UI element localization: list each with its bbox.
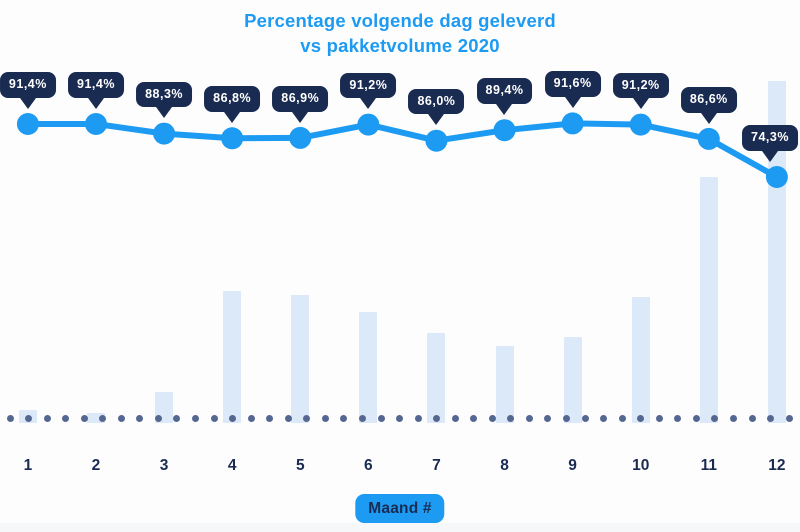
baseline-dot — [692, 414, 700, 422]
baseline-dot — [284, 414, 292, 422]
baseline-dot — [470, 414, 478, 422]
chart-title: Percentage volgende dag geleverd vs pakk… — [0, 8, 800, 58]
baseline-dot — [247, 414, 255, 422]
baseline-dot — [563, 414, 570, 422]
baseline-dot — [25, 414, 33, 422]
baseline-dot — [303, 414, 311, 422]
x-tick-label: 6 — [364, 457, 373, 474]
value-tooltip: 91,2% — [340, 72, 397, 110]
volume-bar[interactable] — [631, 297, 650, 423]
line-point[interactable] — [221, 127, 244, 150]
value-tooltip: 86,8% — [204, 86, 261, 123]
volume-bar[interactable] — [427, 333, 446, 423]
x-tick-label: 9 — [568, 457, 577, 474]
baseline-dot — [377, 414, 385, 422]
line-point[interactable] — [629, 113, 652, 136]
chart-title-line2: vs pakketvolume 2020 — [300, 35, 500, 56]
value-tooltip: 74,3% — [742, 125, 798, 162]
baseline-dot — [210, 414, 218, 422]
volume-bar[interactable] — [563, 337, 582, 423]
baseline-dot — [80, 414, 88, 422]
baseline-dot — [136, 414, 144, 422]
baseline-dot — [785, 414, 793, 422]
value-tooltip: 91,6% — [544, 71, 601, 108]
baseline-dot — [6, 414, 14, 422]
baseline-dot — [321, 414, 329, 422]
baseline-dot — [637, 414, 645, 422]
baseline-dot — [340, 414, 348, 422]
volume-bar[interactable] — [495, 346, 514, 423]
baseline-dot — [581, 414, 589, 422]
x-tick-label: 2 — [91, 457, 101, 474]
baseline-dot — [433, 414, 441, 422]
baseline-dot — [117, 414, 125, 422]
baseline-dot — [767, 414, 775, 422]
volume-bar[interactable] — [359, 312, 378, 423]
x-tick-label: 11 — [700, 457, 717, 474]
x-tick-label: 7 — [432, 457, 441, 474]
chart-title-line1: Percentage volgende dag geleverd — [244, 10, 556, 31]
delivery-line — [24, 120, 780, 180]
baseline-dot — [748, 414, 756, 422]
baseline-dot — [655, 414, 663, 422]
value-tooltip: 86,6% — [680, 86, 737, 124]
baseline-dot — [266, 414, 274, 422]
x-tick-label: 12 — [768, 457, 786, 474]
volume-bar[interactable] — [223, 291, 242, 423]
value-tooltip: 91,4% — [68, 72, 124, 109]
line-point[interactable] — [153, 122, 176, 145]
baseline-dot — [154, 414, 162, 422]
x-tick-label: 10 — [632, 457, 650, 474]
baseline-dot — [451, 414, 459, 422]
bottom-band — [0, 523, 800, 532]
line-point[interactable] — [561, 112, 584, 135]
baseline-dot — [414, 414, 422, 422]
volume-bar[interactable] — [767, 81, 786, 423]
baseline-dot — [43, 414, 51, 422]
baseline-dot — [173, 414, 181, 422]
x-tick-label: 3 — [159, 457, 169, 474]
line-point[interactable] — [697, 127, 720, 150]
x-axis-label-badge: Maand # — [355, 494, 445, 524]
baseline-dot — [62, 414, 70, 422]
volume-bar[interactable] — [291, 295, 310, 423]
baseline-dot — [507, 414, 515, 422]
value-tooltip: 89,4% — [476, 78, 533, 115]
x-tick-label: 8 — [500, 457, 509, 474]
baseline-dot — [525, 414, 533, 422]
baseline-dot — [396, 414, 404, 422]
baseline-dot — [358, 414, 366, 422]
value-tooltip: 91,2% — [612, 72, 669, 110]
baseline-dot — [192, 414, 199, 422]
value-tooltip: 86,0% — [408, 88, 465, 126]
volume-bar[interactable] — [86, 413, 105, 423]
baseline-dot — [229, 414, 237, 422]
line-point[interactable] — [357, 113, 380, 136]
value-tooltip: 88,3% — [136, 81, 193, 119]
baseline-dot — [600, 414, 608, 422]
line-point[interactable] — [84, 113, 107, 135]
baseline-dot — [674, 414, 682, 422]
baseline-dot — [488, 414, 496, 422]
line-point[interactable] — [289, 126, 312, 149]
baseline-dot — [729, 414, 737, 422]
baseline-dot — [99, 414, 107, 422]
line-point[interactable] — [765, 166, 788, 188]
baseline-dot — [711, 414, 719, 422]
value-tooltip: 91,4% — [0, 72, 56, 109]
value-tooltip: 86,9% — [272, 85, 329, 123]
line-point[interactable] — [425, 129, 448, 152]
line-point[interactable] — [16, 113, 39, 135]
x-tick-label: 4 — [227, 457, 237, 474]
baseline-dot — [544, 414, 552, 422]
baseline-dot — [618, 414, 626, 422]
line-point[interactable] — [493, 119, 516, 142]
x-tick-label: 1 — [23, 457, 33, 474]
volume-bar[interactable] — [699, 177, 718, 423]
x-tick-label: 5 — [295, 457, 305, 474]
